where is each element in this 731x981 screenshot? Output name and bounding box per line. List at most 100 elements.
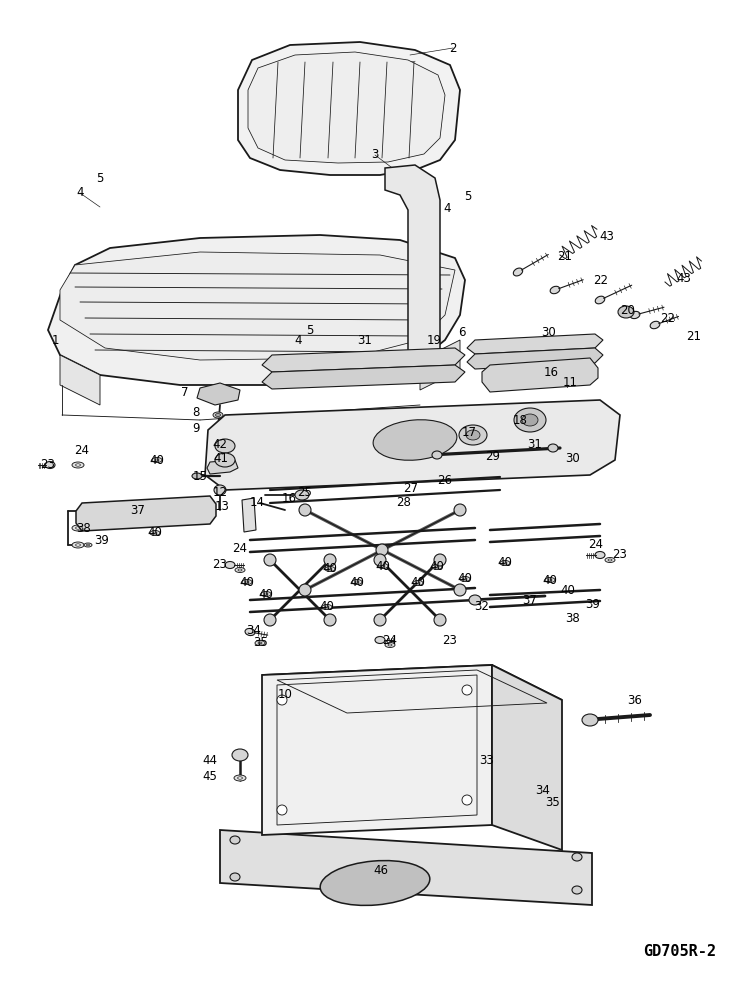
Ellipse shape bbox=[548, 579, 552, 581]
Text: 38: 38 bbox=[77, 522, 91, 535]
Ellipse shape bbox=[86, 544, 90, 545]
Ellipse shape bbox=[72, 525, 84, 531]
Ellipse shape bbox=[352, 580, 362, 585]
Text: GD705R-2: GD705R-2 bbox=[643, 944, 716, 959]
Text: 22: 22 bbox=[594, 274, 608, 286]
Ellipse shape bbox=[264, 554, 276, 566]
Ellipse shape bbox=[462, 685, 472, 695]
Text: 21: 21 bbox=[686, 331, 702, 343]
Ellipse shape bbox=[415, 335, 425, 345]
Text: 43: 43 bbox=[677, 272, 692, 284]
Text: 4: 4 bbox=[295, 334, 302, 346]
Polygon shape bbox=[60, 252, 455, 360]
Text: 23: 23 bbox=[40, 457, 56, 471]
Ellipse shape bbox=[530, 787, 540, 794]
Text: 40: 40 bbox=[411, 577, 425, 590]
Text: 44: 44 bbox=[202, 753, 218, 766]
Ellipse shape bbox=[618, 306, 634, 318]
Ellipse shape bbox=[650, 322, 660, 329]
Text: 43: 43 bbox=[599, 231, 615, 243]
Ellipse shape bbox=[514, 408, 546, 432]
Text: 24: 24 bbox=[588, 539, 604, 551]
Polygon shape bbox=[76, 496, 216, 531]
Text: 6: 6 bbox=[458, 326, 466, 338]
Polygon shape bbox=[207, 460, 238, 474]
Ellipse shape bbox=[482, 756, 492, 763]
Ellipse shape bbox=[432, 564, 442, 570]
Text: 29: 29 bbox=[485, 449, 501, 462]
Ellipse shape bbox=[503, 562, 507, 564]
Ellipse shape bbox=[299, 504, 311, 516]
Ellipse shape bbox=[548, 444, 558, 452]
Text: 34: 34 bbox=[536, 784, 550, 797]
Ellipse shape bbox=[513, 268, 523, 276]
Ellipse shape bbox=[545, 578, 555, 583]
Polygon shape bbox=[262, 665, 562, 710]
Text: 16: 16 bbox=[281, 491, 297, 504]
Polygon shape bbox=[205, 400, 620, 490]
Polygon shape bbox=[420, 340, 460, 390]
Ellipse shape bbox=[258, 642, 262, 644]
Ellipse shape bbox=[385, 643, 395, 647]
Ellipse shape bbox=[215, 453, 235, 467]
Text: 27: 27 bbox=[404, 482, 419, 494]
Ellipse shape bbox=[213, 429, 223, 435]
Ellipse shape bbox=[245, 581, 249, 583]
Text: 18: 18 bbox=[512, 414, 528, 427]
Ellipse shape bbox=[155, 459, 159, 461]
Text: 7: 7 bbox=[181, 387, 189, 399]
Ellipse shape bbox=[500, 560, 510, 565]
Text: 45: 45 bbox=[202, 769, 217, 783]
Ellipse shape bbox=[152, 457, 162, 462]
Text: 37: 37 bbox=[131, 504, 145, 518]
Ellipse shape bbox=[322, 604, 332, 609]
Text: 15: 15 bbox=[192, 470, 208, 483]
Ellipse shape bbox=[255, 641, 265, 645]
Text: 24: 24 bbox=[232, 542, 248, 554]
Ellipse shape bbox=[84, 543, 92, 547]
Ellipse shape bbox=[159, 510, 171, 516]
Ellipse shape bbox=[432, 451, 442, 459]
Ellipse shape bbox=[86, 527, 90, 529]
Text: 40: 40 bbox=[542, 574, 558, 587]
Ellipse shape bbox=[595, 551, 605, 558]
Polygon shape bbox=[467, 348, 603, 369]
Text: 40: 40 bbox=[376, 559, 390, 573]
Ellipse shape bbox=[295, 490, 309, 500]
Ellipse shape bbox=[216, 431, 221, 434]
Ellipse shape bbox=[192, 473, 202, 479]
Ellipse shape bbox=[153, 532, 157, 534]
Text: 19: 19 bbox=[426, 335, 442, 347]
Ellipse shape bbox=[264, 614, 276, 626]
Ellipse shape bbox=[434, 614, 446, 626]
Text: 34: 34 bbox=[246, 625, 262, 638]
Ellipse shape bbox=[238, 777, 243, 779]
Text: 30: 30 bbox=[566, 451, 580, 464]
Text: 25: 25 bbox=[298, 486, 312, 498]
Ellipse shape bbox=[328, 568, 332, 570]
Ellipse shape bbox=[459, 425, 487, 445]
Ellipse shape bbox=[355, 581, 359, 583]
Ellipse shape bbox=[325, 566, 335, 572]
Ellipse shape bbox=[215, 439, 235, 453]
Ellipse shape bbox=[469, 595, 481, 605]
Ellipse shape bbox=[378, 563, 388, 569]
Ellipse shape bbox=[381, 565, 385, 567]
Ellipse shape bbox=[277, 695, 287, 705]
Text: 5: 5 bbox=[306, 324, 314, 336]
Ellipse shape bbox=[572, 886, 582, 894]
Text: 33: 33 bbox=[480, 753, 494, 766]
Ellipse shape bbox=[150, 531, 160, 536]
Ellipse shape bbox=[466, 430, 480, 440]
Ellipse shape bbox=[230, 873, 240, 881]
Ellipse shape bbox=[375, 637, 385, 644]
Text: 40: 40 bbox=[319, 600, 335, 613]
Polygon shape bbox=[60, 355, 100, 405]
Text: 4: 4 bbox=[443, 201, 451, 215]
Ellipse shape bbox=[225, 561, 235, 569]
Ellipse shape bbox=[242, 580, 252, 585]
Ellipse shape bbox=[454, 584, 466, 596]
Text: 36: 36 bbox=[627, 694, 643, 706]
Text: 37: 37 bbox=[523, 594, 537, 606]
Text: 10: 10 bbox=[278, 689, 292, 701]
